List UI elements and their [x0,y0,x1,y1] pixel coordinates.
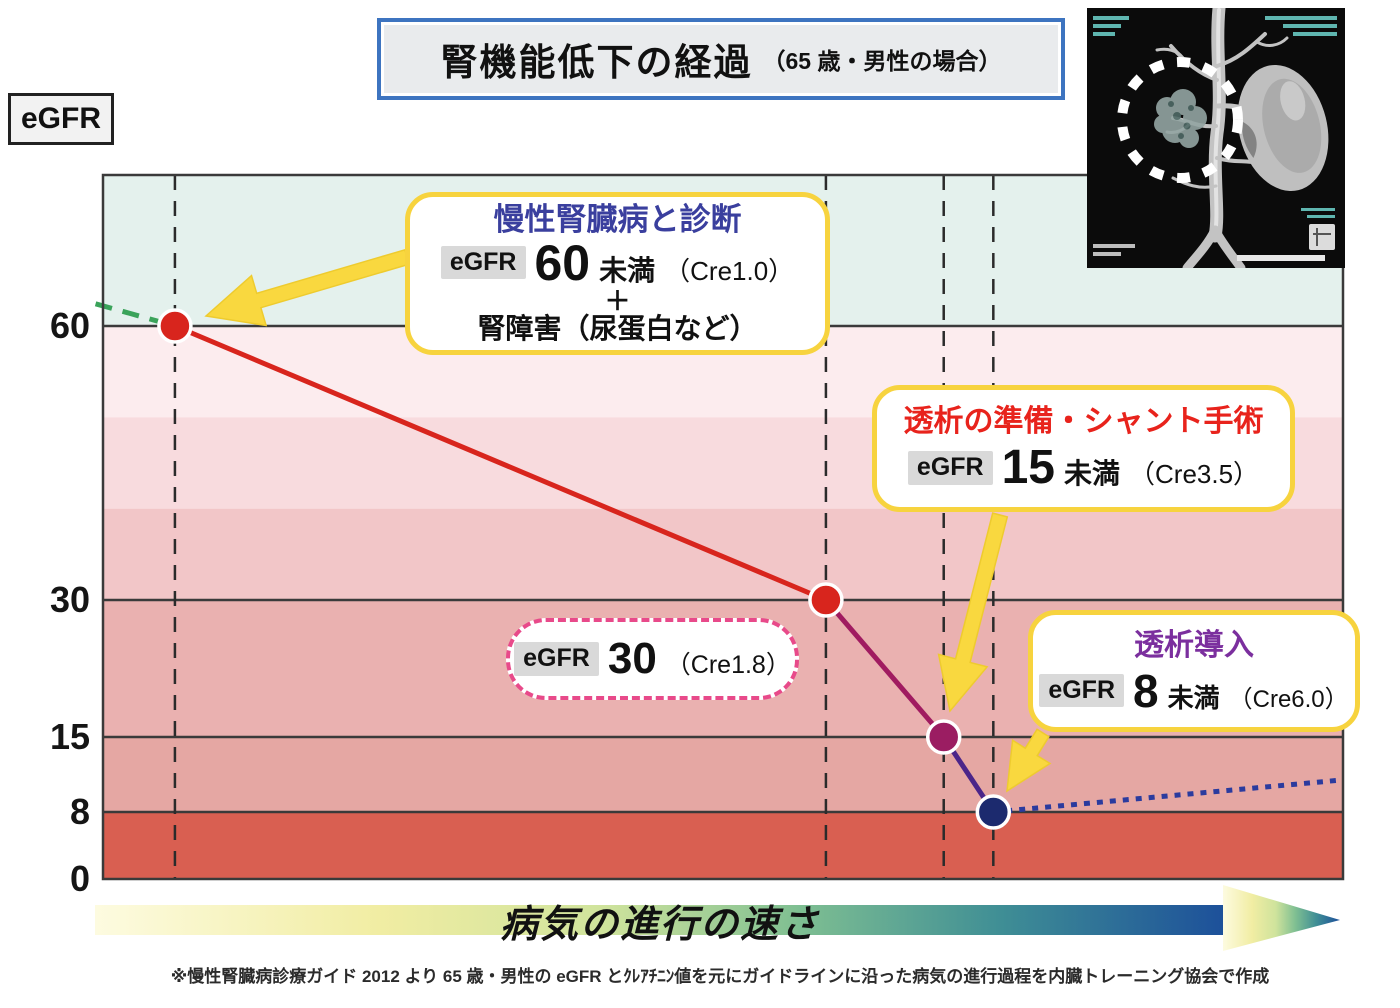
callout-pointer-arrow [204,248,411,327]
data-point-egfr-8 [975,794,1012,830]
arrow-head [1223,885,1340,951]
egfr-chip: eGFR [1039,673,1125,708]
ct-scale-bar [1237,255,1325,261]
less-than-label: 未満 [1064,458,1121,489]
callout-ckd-diagnosis: 慢性腎臓病と診断 eGFR 60 未満 （Cre1.0） ＋ 腎障害（尿蛋白など… [405,192,830,355]
creatinine-value: （Cre1.8） [665,651,791,679]
callout-dialysis-start: 透析導入 eGFR 8 未満 （Cre6.0） [1028,610,1360,732]
prep-title: 透析の準備・シャント手術 [903,405,1264,438]
data-point-egfr-30 [808,582,844,618]
egfr-chip: eGFR [514,642,599,676]
ckd-stage-band [103,812,1343,879]
egfr-chip: eGFR [440,245,526,280]
egfr-value-60: 60 [534,234,591,291]
egfr-value-8: 8 [1133,664,1159,717]
creatinine-value: （Cre1.0） [664,255,795,286]
data-point-egfr-60 [157,308,193,344]
diagnosis-title: 慢性腎臓病と診断 [493,201,742,237]
chart-title-box: 腎機能低下の経過 （65 歳・男性の場合） [377,18,1065,100]
y-tick-label-15: 15 [49,716,90,757]
start-title: 透析導入 [1134,628,1254,662]
ct-corner-annotations [1093,16,1337,218]
less-than-label: 未満 [599,254,656,286]
y-tick-label-8: 8 [69,791,90,832]
trend-segment-solid [824,598,946,739]
atrophied-kidney [1154,89,1207,148]
start-value-row: eGFR 8 未満 （Cre6.0） [1039,664,1349,717]
page-title: 腎機能低下の経過 [440,42,753,83]
trend-segment-solid [173,323,827,603]
y-tick-label-60: 60 [49,305,90,346]
plus-sign: ＋ [604,285,631,316]
diagnosis-value-row: eGFR 60 未満 （Cre1.0） [440,234,795,291]
highlight-dotted-circle [1117,57,1243,183]
egfr-value-15: 15 [1001,441,1055,494]
progression-arrow-label: 病気の進行の速さ [499,904,820,946]
page-subtitle: （65 歳・男性の場合） [762,48,1002,74]
arrow-shaft [95,905,1228,935]
plot-border [101,173,1345,881]
egfr30-value-row: eGFR 30 （Cre1.8） [514,637,791,681]
kidney-damage-note: 腎障害（尿蛋白など） [477,312,758,344]
progression-arrow [95,885,1340,951]
data-point-egfr-15 [925,719,962,755]
right-kidney [1237,64,1329,192]
callout-pointer-arrow [937,512,1009,713]
ckd-stage-band [103,737,1343,812]
source-footnote: ※慢性腎臓病診療ガイド 2012 より 65 歳・男性の eGFR とｸﾚｱﾁﾆ… [170,967,1270,986]
y-axis-unit-label: eGFR [8,93,114,145]
y-tick-label-30: 30 [49,579,90,620]
ct-cube-icon [1309,224,1335,250]
callout-dialysis-preparation: 透析の準備・シャント手術 eGFR 15 未満 （Cre3.5） [872,385,1295,512]
creatinine-value: （Cre3.5） [1129,459,1260,489]
callout-egfr-30: eGFR 30 （Cre1.8） [506,618,799,700]
less-than-label: 未満 [1167,682,1220,713]
ct-bottom-annotations [1093,244,1135,256]
ct-scan-art [1087,1,1345,273]
callout-pointer-arrow [1006,728,1052,793]
y-tick-label-0: 0 [69,858,90,899]
kidney-ct-scan-image [1087,1,1345,273]
egfr-value-30: 30 [607,634,657,683]
creatinine-value: （Cre6.0） [1228,685,1349,713]
prep-value-row: eGFR 15 未満 （Cre3.5） [907,441,1260,494]
egfr-chip: eGFR [907,451,993,485]
